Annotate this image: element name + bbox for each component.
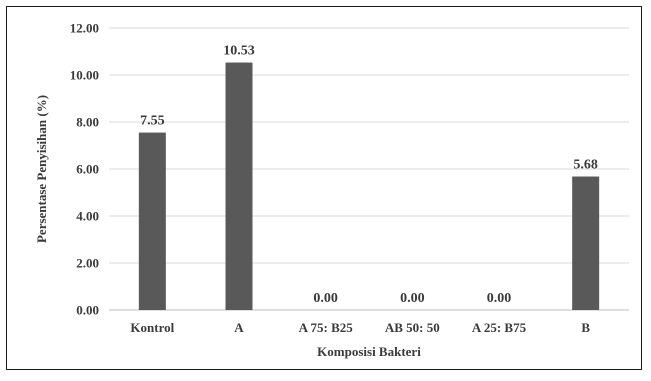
x-category-label: B — [581, 320, 590, 335]
data-label: 0.00 — [400, 291, 425, 306]
data-label: 10.53 — [223, 44, 255, 59]
x-axis-title: Komposisi Bakteri — [317, 344, 421, 359]
y-tick-label: 2.00 — [76, 256, 99, 271]
x-category-labels: Kontrol A A 75: B25 AB 50: 50 A 25: B75 B — [130, 320, 590, 335]
y-tick-label: 12.00 — [70, 21, 99, 36]
bar — [138, 132, 166, 310]
y-tick-label: 0.00 — [76, 303, 99, 318]
bar — [225, 62, 253, 310]
bar-chart: 0.00 2.00 4.00 6.00 8.00 10.00 12.00 Kontrol A A… — [34, 21, 629, 359]
data-label: 0.00 — [487, 291, 512, 306]
y-axis-title: Persentase Penyisihan (%) — [34, 95, 49, 243]
x-category-label: AB 50: 50 — [385, 320, 440, 335]
y-tick-label: 8.00 — [76, 115, 99, 130]
x-category-label: A — [234, 320, 244, 335]
data-label: 5.68 — [573, 158, 598, 173]
y-tick-labels: 0.00 2.00 4.00 6.00 8.00 10.00 12.00 — [70, 21, 99, 318]
bars — [138, 62, 600, 310]
chart-frame: 0.00 2.00 4.00 6.00 8.00 10.00 12.00 Kontrol A A… — [6, 6, 642, 370]
x-category-label: A 75: B25 — [299, 320, 354, 335]
x-category-label: A 25: B75 — [472, 320, 527, 335]
gridlines — [109, 27, 629, 311]
x-category-label: Kontrol — [130, 320, 174, 335]
data-label: 7.55 — [140, 114, 165, 129]
y-tick-label: 10.00 — [70, 68, 99, 83]
y-tick-label: 6.00 — [76, 162, 99, 177]
data-labels: 7.55 10.53 0.00 0.00 0.00 5.68 — [140, 44, 598, 306]
y-tick-label: 4.00 — [76, 209, 99, 224]
data-label: 0.00 — [313, 291, 338, 306]
bar — [572, 176, 600, 310]
